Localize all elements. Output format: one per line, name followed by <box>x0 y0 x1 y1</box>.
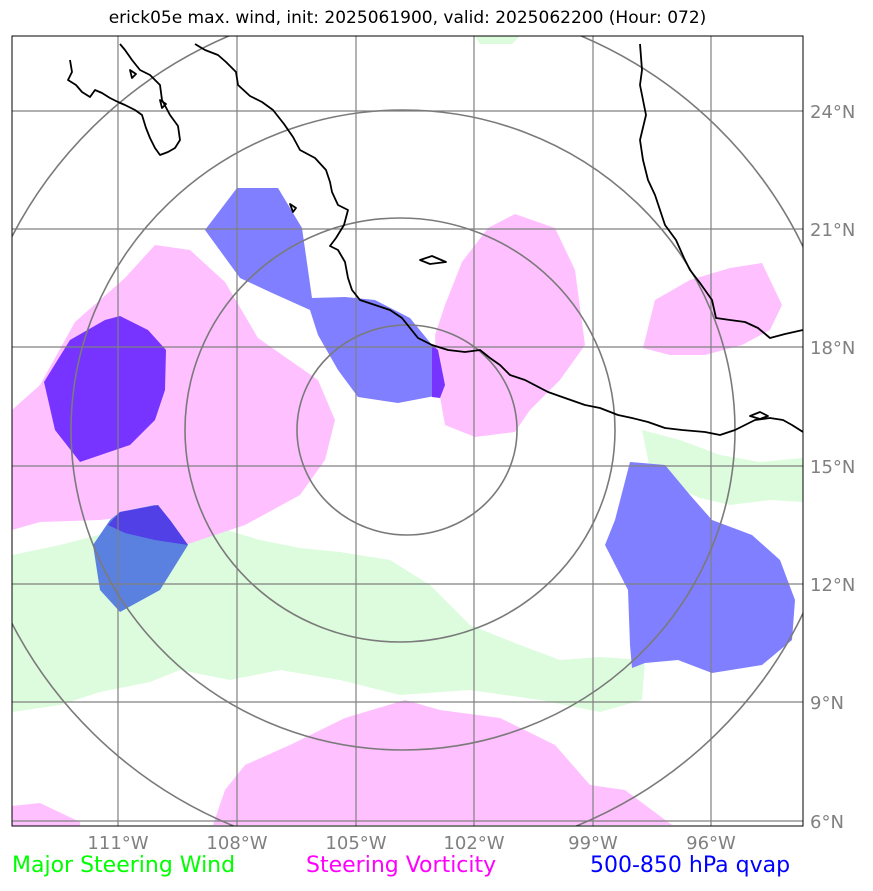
lon-label: 105°W <box>325 833 386 854</box>
longitude-labels: 111°W 108°W 105°W 102°W 99°W 96°W <box>87 833 736 854</box>
lon-label: 108°W <box>206 833 267 854</box>
legend-qvap: 500-850 hPa qvap <box>590 853 791 878</box>
legend-steering-vorticity: Steering Vorticity <box>306 853 497 878</box>
lat-label: 15°N <box>810 457 855 478</box>
qvap-region <box>605 462 795 673</box>
steering-vorticity-region <box>643 263 782 355</box>
map-frame <box>11 35 804 827</box>
steering-vorticity-region <box>12 803 80 826</box>
lat-label: 6°N <box>810 812 844 833</box>
lat-label: 12°N <box>810 575 855 596</box>
lat-label: 18°N <box>810 338 855 359</box>
latitude-labels: 24°N 21°N 18°N 15°N 12°N 9°N 6°N <box>810 102 855 833</box>
steering-wind-region <box>475 36 520 44</box>
qvap-region <box>44 316 166 462</box>
lon-label: 102°W <box>443 833 504 854</box>
qvap-region <box>432 345 445 398</box>
legend-steering-wind: Major Steering Wind <box>12 853 236 878</box>
qvap-region <box>205 188 440 403</box>
lon-label: 96°W <box>686 833 736 854</box>
lon-label: 111°W <box>87 833 148 854</box>
lat-label: 24°N <box>810 102 855 123</box>
qvap-region <box>108 505 188 545</box>
lon-label: 99°W <box>568 833 618 854</box>
map-fields <box>12 36 803 826</box>
steering-vorticity-region <box>435 214 585 437</box>
lat-label: 9°N <box>810 693 844 714</box>
lat-label: 21°N <box>810 220 855 241</box>
map-title: erick05e max. wind, init: 2025061900, va… <box>108 8 707 28</box>
gridlines <box>12 36 803 826</box>
steering-vorticity-region <box>213 700 672 825</box>
steering-vorticity-region <box>12 245 335 545</box>
coastlines <box>67 43 803 436</box>
